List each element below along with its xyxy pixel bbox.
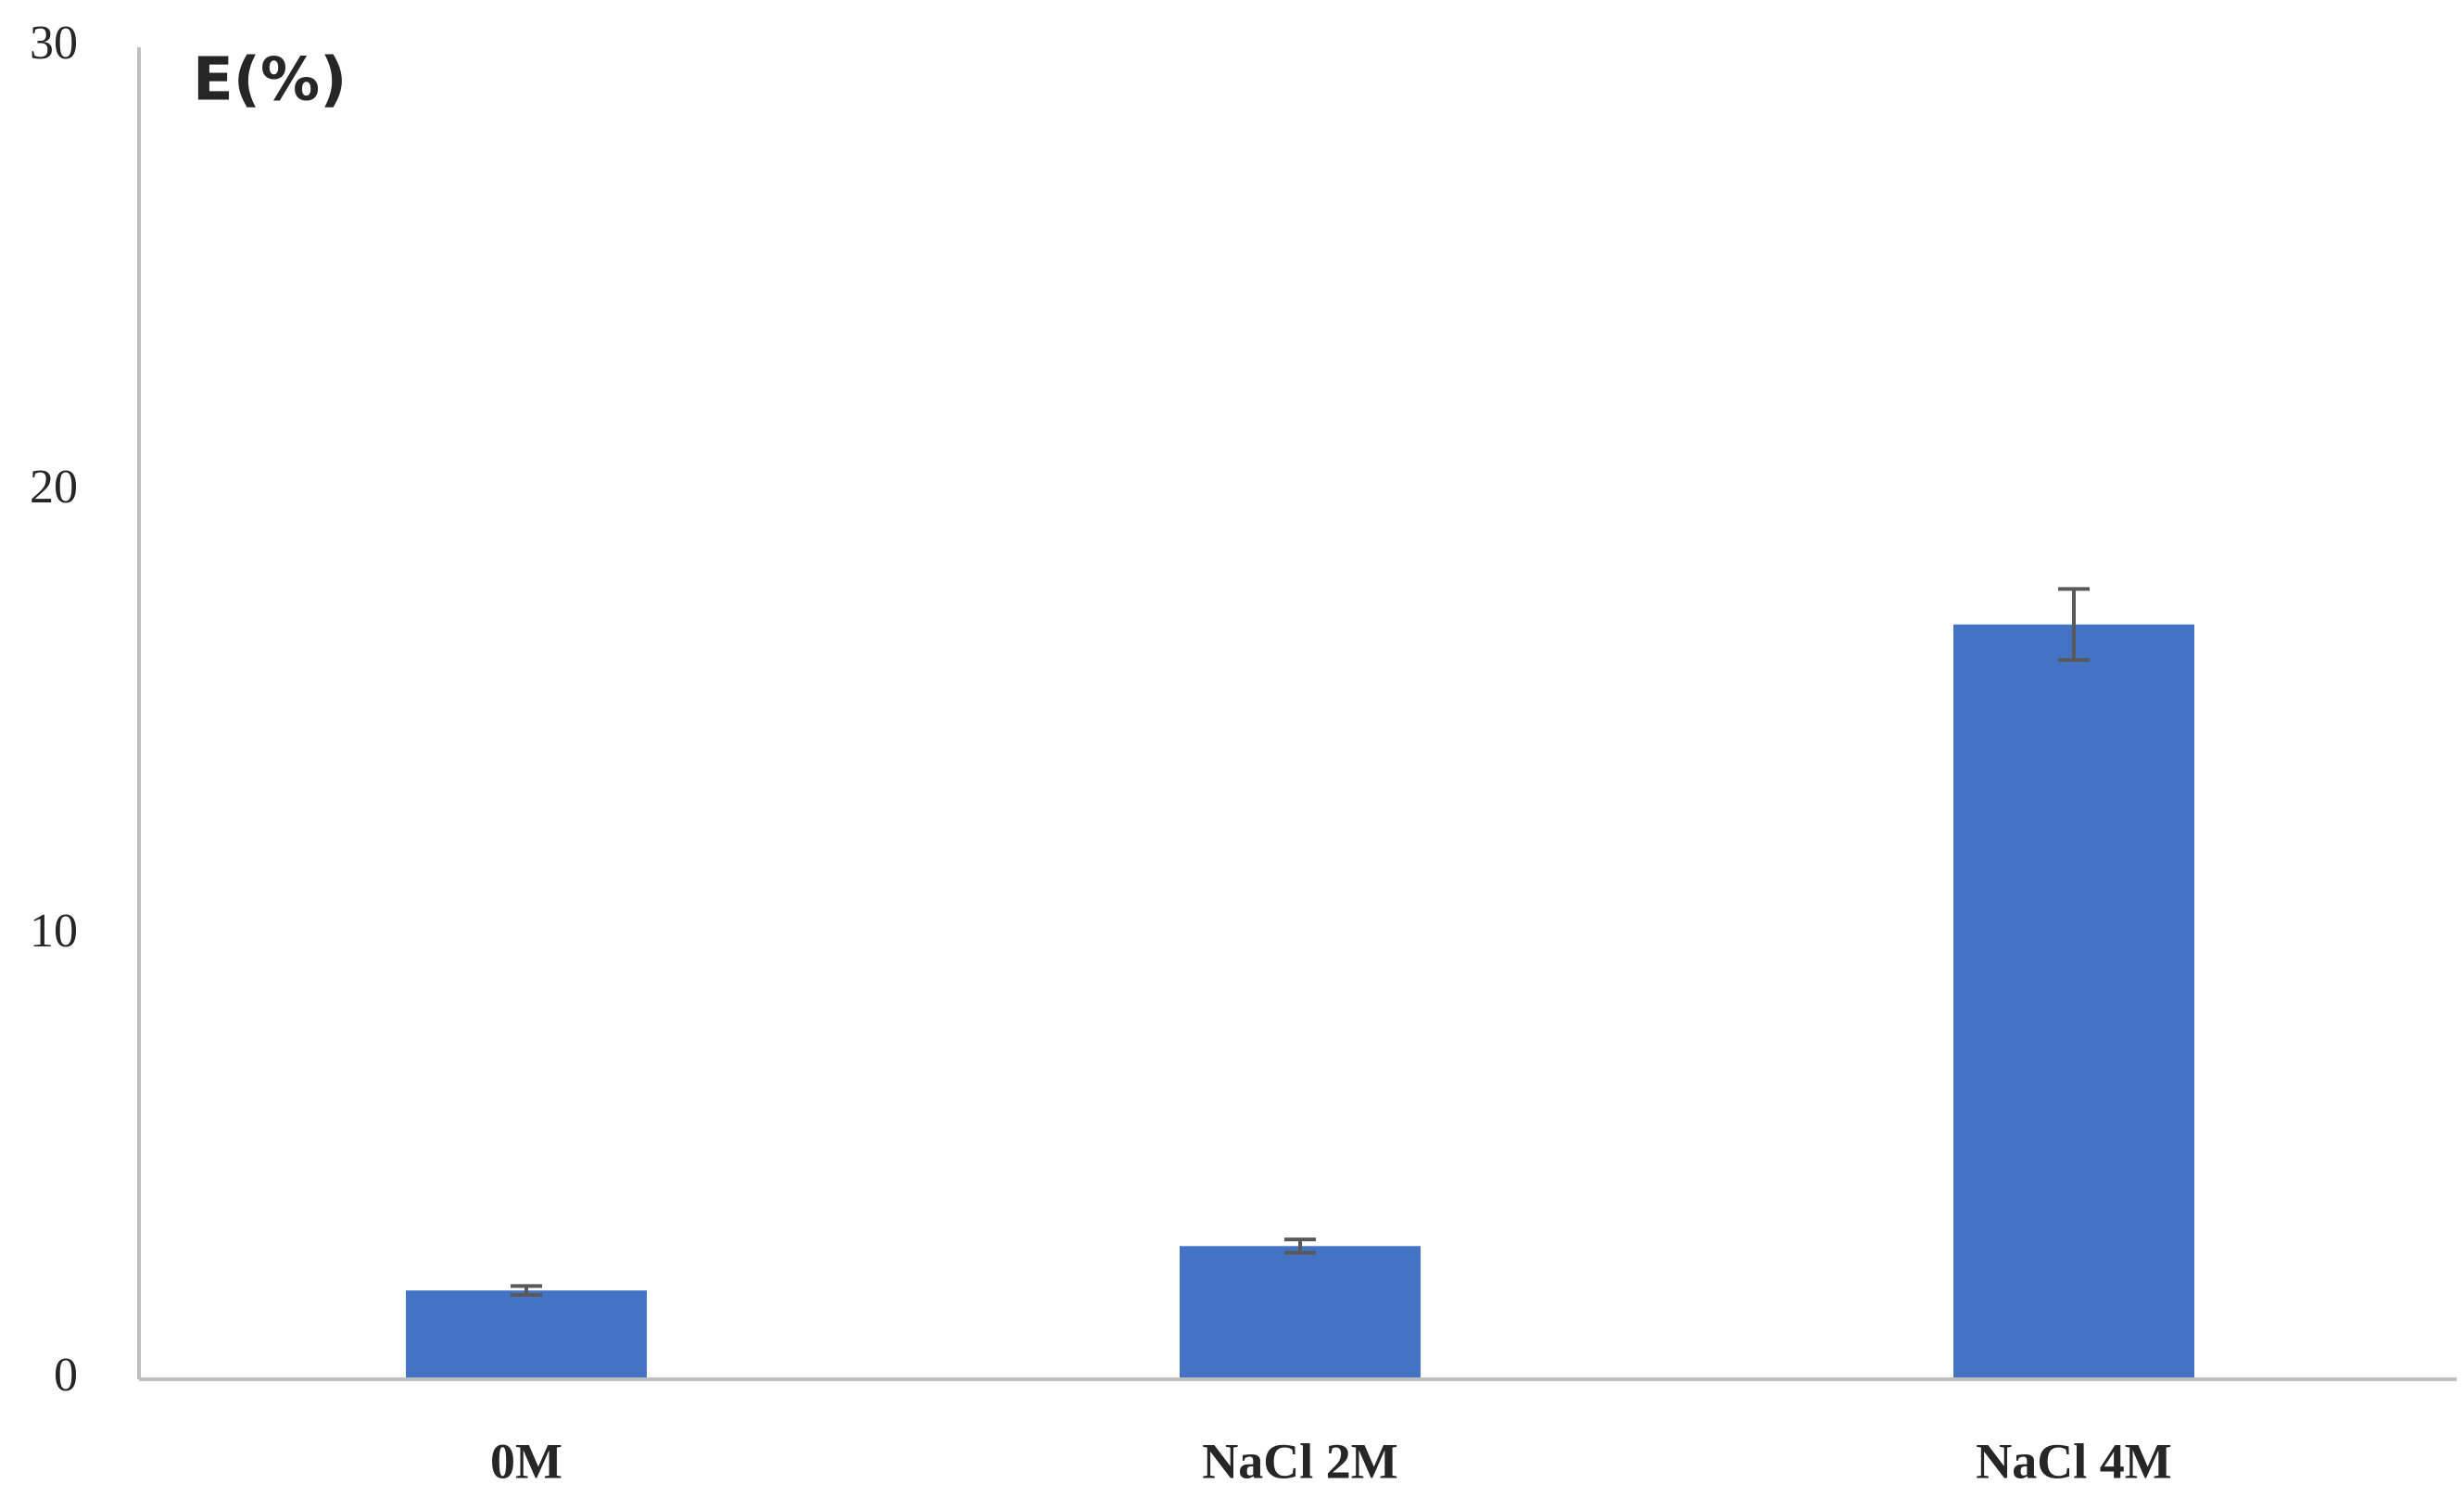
bar — [1180, 1246, 1421, 1379]
bar — [1953, 624, 2194, 1379]
x-tick-label: NaCl 4M — [1976, 1433, 2171, 1489]
x-tick-label: NaCl 2M — [1202, 1433, 1397, 1489]
bar — [406, 1290, 647, 1379]
error-bar — [1284, 1237, 1316, 1255]
y-tick-label: 20 — [30, 461, 78, 514]
y-tick-label: 10 — [30, 905, 78, 958]
error-bar — [2058, 587, 2090, 663]
y-tick-label: 0 — [54, 1349, 78, 1402]
error-bar — [511, 1284, 542, 1297]
x-tick-label: 0M — [490, 1433, 562, 1489]
y-tick-label: 30 — [30, 17, 78, 70]
y-axis-label: E(%) — [193, 46, 347, 115]
